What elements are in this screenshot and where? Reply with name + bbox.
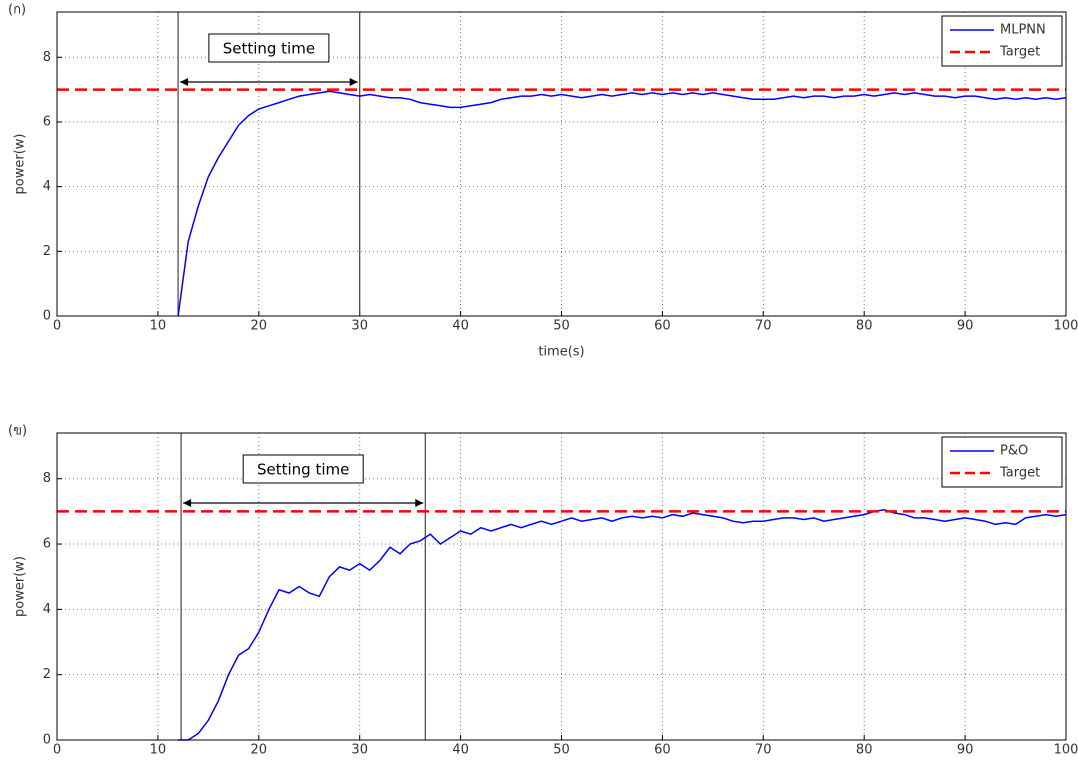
legend-label: Target [999, 45, 1040, 60]
y-tick-label: 8 [43, 50, 51, 65]
annotation-box [208, 33, 330, 63]
x-tick-label: 70 [755, 743, 772, 758]
y-tick-label: 0 [43, 733, 51, 748]
data-line [178, 509, 1067, 741]
annotation-box [242, 454, 364, 484]
x-tick-label: 50 [553, 743, 570, 758]
x-tick-label: 20 [251, 743, 268, 758]
x-tick-label: 40 [452, 743, 469, 758]
x-tick-label: 50 [553, 319, 570, 334]
annotation-text: Setting time [257, 461, 349, 479]
x-tick-label: 90 [957, 743, 974, 758]
y-axis-label: power(w) [13, 556, 28, 617]
x-tick-label: 100 [1054, 319, 1078, 334]
legend-box [941, 15, 1063, 67]
plot-area [57, 433, 1066, 740]
x-tick-label: 40 [452, 319, 469, 334]
x-tick-label: 80 [856, 743, 873, 758]
y-tick-label: 8 [43, 471, 51, 486]
plot-frame [56, 432, 1067, 741]
y-tick-label: 2 [43, 244, 51, 259]
x-tick-label: 30 [351, 319, 368, 334]
y-axis-label: power(w) [13, 134, 28, 195]
x-tick-label: 30 [351, 743, 368, 758]
y-tick-label: 6 [43, 114, 51, 129]
x-tick-label: 90 [957, 319, 974, 334]
legend-label: P&O [1000, 444, 1028, 459]
x-tick-label: 80 [856, 319, 873, 334]
x-tick-label: 10 [150, 743, 167, 758]
panel-label: (ข) [8, 424, 27, 439]
legend-label: Target [999, 466, 1040, 481]
plot-frame [56, 11, 1067, 317]
data-line [177, 90, 1067, 317]
y-tick-label: 6 [43, 537, 51, 552]
panel-label: (ก) [8, 3, 26, 18]
x-tick-label: 20 [251, 319, 268, 334]
y-tick-label: 0 [43, 309, 51, 324]
x-tick-label: 0 [53, 743, 61, 758]
legend-box [941, 436, 1063, 488]
x-tick-label: 60 [654, 743, 671, 758]
y-tick-label: 4 [43, 179, 51, 194]
x-tick-label: 100 [1054, 743, 1078, 758]
x-tick-label: 0 [53, 319, 61, 334]
x-tick-label: 60 [654, 319, 671, 334]
annotation-text: Setting time [223, 40, 315, 58]
legend-label: MLPNN [1000, 23, 1046, 38]
x-axis-label: time(s) [538, 345, 584, 360]
y-tick-label: 4 [43, 602, 51, 617]
x-tick-label: 70 [755, 319, 772, 334]
x-tick-label: 10 [150, 319, 167, 334]
y-tick-label: 2 [43, 667, 51, 682]
